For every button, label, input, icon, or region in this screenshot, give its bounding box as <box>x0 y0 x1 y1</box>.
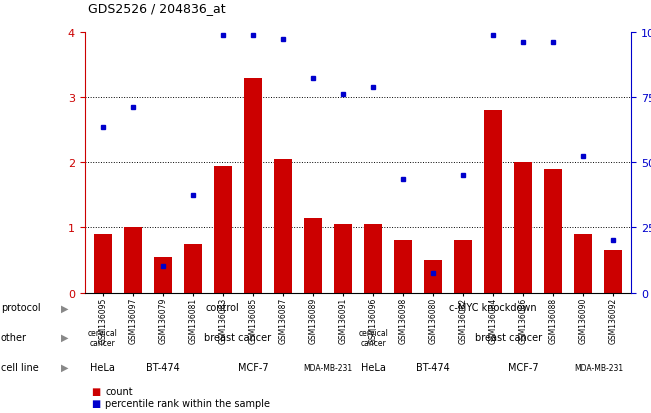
Bar <box>184 244 202 293</box>
Text: protocol: protocol <box>1 303 40 313</box>
Text: BT-474: BT-474 <box>146 362 180 372</box>
Text: percentile rank within the sample: percentile rank within the sample <box>105 399 270 408</box>
Text: cervical
cancer: cervical cancer <box>88 328 118 347</box>
Bar <box>574 234 592 293</box>
Text: ▶: ▶ <box>61 303 68 313</box>
Text: breast cancer: breast cancer <box>475 332 542 342</box>
Text: BT-474: BT-474 <box>416 362 450 372</box>
Text: HeLa: HeLa <box>90 362 115 372</box>
Bar <box>604 251 622 293</box>
Bar <box>124 228 142 293</box>
Bar <box>214 166 232 293</box>
Bar <box>364 225 382 293</box>
Text: cell line: cell line <box>1 362 38 372</box>
Text: MCF-7: MCF-7 <box>508 362 538 372</box>
Bar <box>274 160 292 293</box>
Text: MDA-MB-231: MDA-MB-231 <box>574 363 623 372</box>
Text: breast cancer: breast cancer <box>204 332 271 342</box>
Bar <box>244 78 262 293</box>
Text: c-MYC knockdown: c-MYC knockdown <box>449 303 537 313</box>
Bar <box>154 257 172 293</box>
Text: cervical
cancer: cervical cancer <box>358 328 388 347</box>
Bar <box>94 234 112 293</box>
Bar <box>304 218 322 293</box>
Bar <box>424 260 442 293</box>
Text: control: control <box>206 303 240 313</box>
Text: HeLa: HeLa <box>361 362 385 372</box>
Text: GDS2526 / 204836_at: GDS2526 / 204836_at <box>88 2 225 15</box>
Text: other: other <box>1 332 27 342</box>
Bar <box>544 169 562 293</box>
Text: ■: ■ <box>91 399 100 408</box>
Text: MDA-MB-231: MDA-MB-231 <box>303 363 353 372</box>
Text: ■: ■ <box>91 387 100 396</box>
Bar <box>484 111 503 293</box>
Text: count: count <box>105 387 133 396</box>
Bar <box>454 241 472 293</box>
Text: ▶: ▶ <box>61 332 68 342</box>
Text: MCF-7: MCF-7 <box>238 362 268 372</box>
Bar <box>334 225 352 293</box>
Text: ▶: ▶ <box>61 362 68 372</box>
Bar <box>514 163 533 293</box>
Bar <box>394 241 412 293</box>
